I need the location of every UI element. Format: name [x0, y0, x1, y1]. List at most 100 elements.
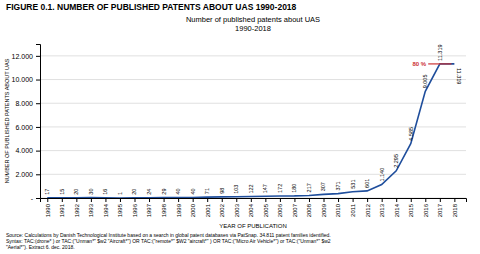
data-label: 17 — [44, 189, 50, 195]
y-tick-mark — [36, 174, 40, 175]
x-tick: 2002 — [219, 198, 225, 217]
x-tick-mark — [353, 198, 354, 202]
y-axis-title: NUMBER OF PUBLISHED PATENTS ABOUT UAS — [4, 58, 10, 183]
x-tick-mark — [265, 198, 266, 202]
x-tick-label: 2014 — [394, 203, 400, 217]
x-tick: 1990 — [45, 198, 51, 217]
x-tick: 2009 — [321, 198, 327, 217]
y-tick-mark — [36, 151, 40, 152]
x-tick: 1991 — [59, 198, 65, 217]
x-tick: 2011 — [350, 198, 356, 217]
data-label: 16 — [102, 189, 108, 195]
x-tick: 1994 — [103, 198, 109, 217]
x-tick: 2001 — [205, 198, 211, 217]
y-tick-mark — [36, 103, 40, 104]
x-tick: 1995 — [117, 198, 123, 217]
data-label: 15 — [59, 189, 65, 195]
x-tick: 1993 — [88, 198, 94, 217]
x-tick-label: 2016 — [423, 203, 429, 217]
grid-line — [40, 126, 466, 127]
x-tick-label: 1998 — [161, 203, 167, 217]
y-tick-mark — [36, 198, 40, 199]
y-tick: 12.000 — [12, 53, 40, 60]
x-tick-mark — [411, 198, 412, 202]
source-text: "Aerial*"). Extract 6. dec. 2018. — [6, 244, 75, 250]
x-tick-label: 2009 — [321, 203, 327, 217]
x-tick: 1999 — [176, 198, 182, 217]
data-label: 30 — [88, 189, 94, 195]
x-tick-mark — [251, 198, 252, 202]
x-tick-mark — [280, 198, 281, 202]
y-tick: 2.000 — [15, 171, 40, 178]
plot: 1990 1991 1992 1993 1994 1995 1996 1997 1998 1999… — [12, 44, 467, 217]
y-tick-label: - — [31, 195, 34, 202]
marks — [47, 64, 454, 198]
y-tick-label: 10.000 — [12, 76, 34, 83]
x-tick: 2008 — [306, 198, 312, 217]
x-tick-label: 2001 — [205, 203, 211, 217]
x-tick-label: 2017 — [437, 203, 443, 217]
x-tick-label: 2004 — [248, 203, 254, 217]
x-tick-mark — [178, 198, 179, 202]
y-tick-mark — [36, 127, 40, 128]
x-tick: 2016 — [423, 198, 429, 217]
x-tick-label: 2005 — [263, 203, 269, 217]
data-label: 371 — [335, 181, 341, 190]
x-tick: 1996 — [132, 198, 138, 217]
y-tick: - — [31, 195, 40, 202]
x-tick: 2012 — [365, 198, 371, 217]
data-label: 4.585 — [408, 127, 414, 141]
data-label: 601 — [364, 179, 370, 188]
x-tick-mark — [396, 198, 397, 202]
data-label: 40 — [175, 188, 181, 194]
x-tick: 2013 — [379, 198, 385, 217]
x-tick-mark — [47, 198, 48, 202]
data-label: 11.319 — [456, 68, 462, 84]
x-tick-mark — [324, 198, 325, 202]
y-axis: -2.0004.0006.0008.00010.00012.000 — [12, 45, 41, 202]
x-tick-label: 1995 — [117, 203, 123, 217]
x-tick-mark — [62, 198, 63, 202]
series-line — [47, 64, 454, 198]
y-tick: 10.000 — [12, 76, 40, 83]
x-tick: 2004 — [248, 198, 254, 217]
x-tick-label: 2007 — [292, 203, 298, 217]
chart: FIGURE 0.1. NUMBER OF PUBLISHED PATENTS … — [0, 0, 480, 254]
x-tick-mark — [120, 198, 121, 202]
data-label: 40 — [190, 188, 196, 194]
x-tick-mark — [164, 198, 165, 202]
x-tick-label: 2006 — [277, 203, 283, 217]
x-tick-mark — [367, 198, 368, 202]
y-tick-label: 12.000 — [12, 53, 34, 60]
x-tick: 1992 — [74, 198, 80, 217]
y-tick-mark — [36, 56, 40, 57]
x-tick-mark — [454, 198, 455, 202]
x-tick-label: 1993 — [88, 203, 94, 217]
data-label: 531 — [350, 180, 356, 189]
grid-line — [40, 79, 466, 80]
data-label: 29 — [161, 189, 167, 195]
x-tick-mark — [309, 198, 310, 202]
figure-title: FIGURE 0.1. NUMBER OF PUBLISHED PATENTS … — [6, 2, 297, 12]
x-tick-label: 2003 — [234, 203, 240, 217]
annotations: 80 % — [413, 61, 427, 67]
grid-line — [40, 150, 466, 151]
x-tick-label: 2008 — [306, 203, 312, 217]
x-tick: 2006 — [277, 198, 283, 217]
x-tick: 1997 — [146, 198, 152, 217]
data-label: 24 — [146, 189, 152, 195]
x-axis: 1990 1991 1992 1993 1994 1995 1996 1997 1998 1999… — [41, 198, 467, 217]
x-tick-mark — [193, 198, 194, 202]
annotation-label: 80 % — [413, 61, 427, 67]
x-tick: 2005 — [263, 198, 269, 217]
data-labels: 1715203016120242940407198103122147172180… — [44, 44, 462, 194]
x-tick-mark — [105, 198, 106, 202]
x-tick: 2010 — [335, 198, 341, 217]
chart-title-line: 1990-2018 — [235, 24, 271, 33]
x-tick-mark — [207, 198, 208, 202]
x-axis-line — [41, 199, 467, 203]
y-tick: 6.000 — [15, 124, 40, 131]
x-tick-mark — [440, 198, 441, 202]
grid — [40, 56, 466, 198]
data-label: 172 — [277, 184, 283, 193]
